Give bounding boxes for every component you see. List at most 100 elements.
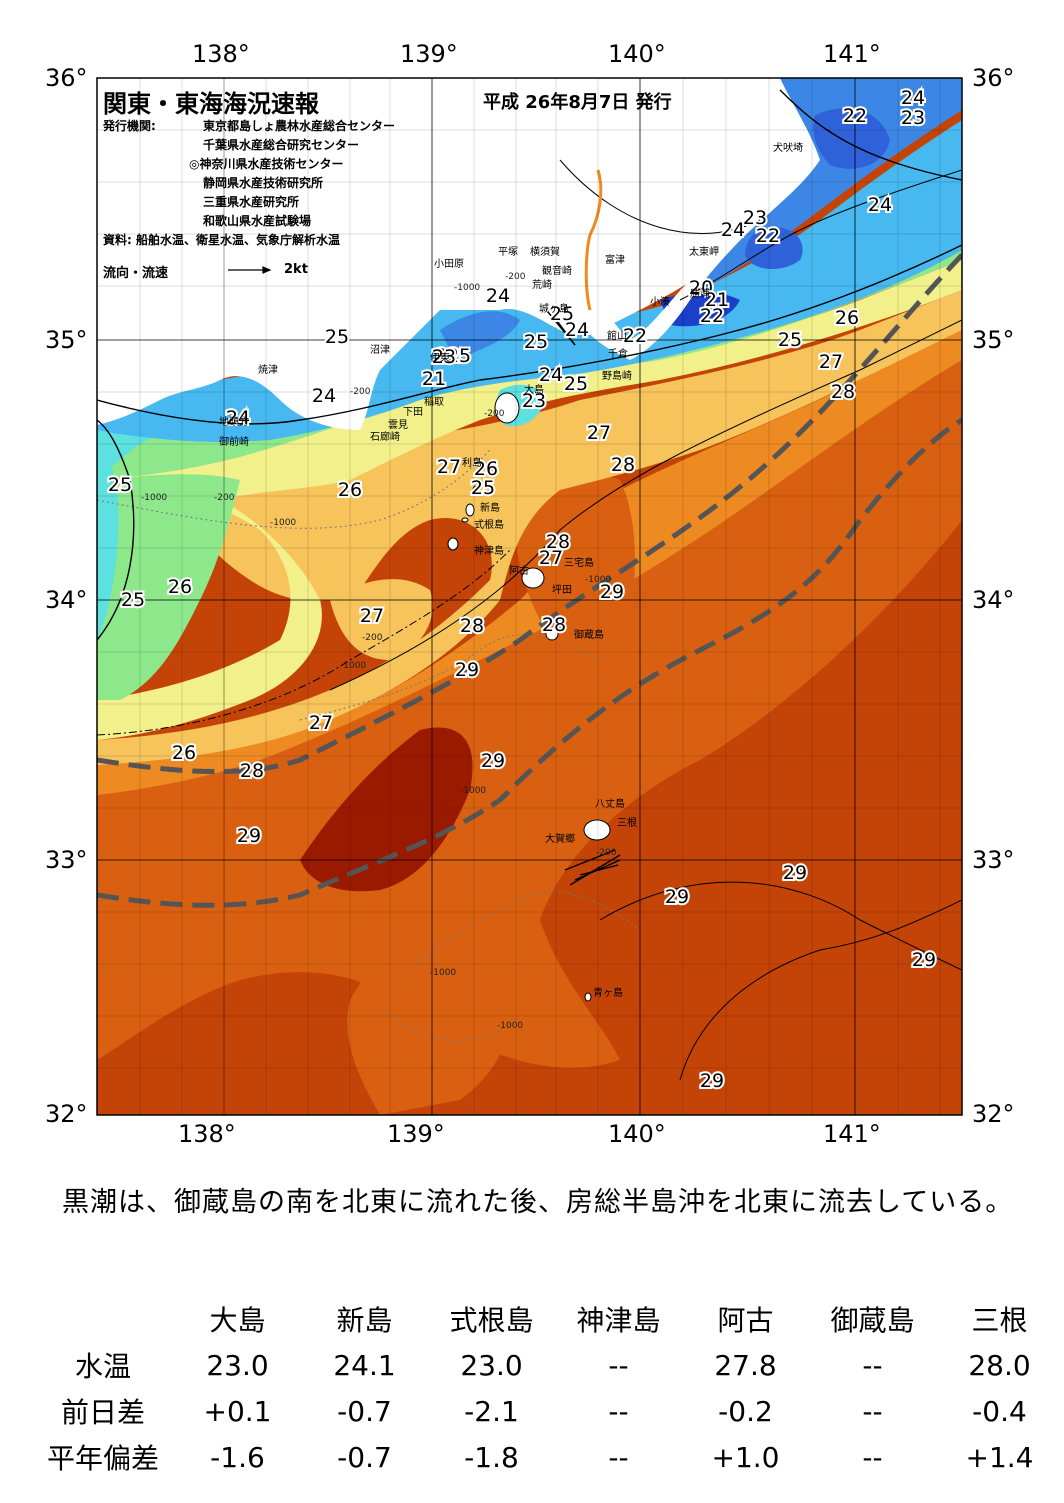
isotherm-label: 26 — [835, 307, 859, 329]
table-cell: -2.1 — [464, 1394, 519, 1428]
table-cell: -0.4 — [972, 1394, 1027, 1428]
place-names: 犬吠埼 平塚 横須賀 観音崎 富津 小田原 荒崎 太東岬 沼津 城ヶ島 小湊 館… — [219, 141, 803, 999]
place-label: 太東岬 — [689, 245, 719, 258]
isotherm-label: 26 — [172, 742, 196, 764]
isotherm-label: 29 — [481, 750, 505, 772]
isotherm-label: 20 — [689, 277, 713, 299]
isotherm-labels: 22 24 23 24 23 24 22 20 21 22 25 26 24 2… — [106, 85, 938, 1094]
agency-name: 三重県水産研究所 — [203, 195, 300, 209]
data-source: 資料: 船舶水温、衛星水温、気象庁解析水温 — [103, 233, 340, 247]
table-cell: -- — [862, 1348, 883, 1382]
table-cell: -- — [608, 1348, 629, 1382]
lon-label-top: 138° — [192, 40, 250, 68]
depth-label: -200 — [505, 272, 526, 282]
isotherm-label: 25 — [325, 326, 349, 348]
table-cell: -- — [862, 1440, 883, 1474]
place-label: 下田 — [403, 407, 423, 418]
lon-label-bottom: 141° — [823, 1120, 881, 1148]
place-label: 平塚 — [498, 246, 518, 258]
isotherm-label: 22 — [756, 225, 780, 247]
depth-label: -1000 — [460, 786, 486, 796]
depth-label: -1000 — [585, 575, 611, 585]
isotherm-label: 26 — [474, 458, 498, 480]
table-header-row: 大島 新島 式根島 神津島 阿古 御蔵島 三根 — [32, 1296, 1063, 1342]
summary-text: 黒潮は、御蔵島の南を北東に流れた後、房総半島沖を北東に流去している。 — [62, 1187, 1014, 1218]
lon-label-top: 141° — [823, 40, 881, 68]
isotherm-label: 24 — [486, 285, 510, 307]
lon-label-bottom: 139° — [387, 1120, 445, 1148]
place-label: 焼津 — [258, 364, 278, 376]
table-cell: -1.8 — [464, 1440, 519, 1474]
isotherm-label: 24 — [901, 87, 925, 109]
place-label: 坪田 — [552, 583, 572, 596]
isotherm-label: 29 — [700, 1070, 724, 1092]
lat-label-left: 33° — [45, 846, 88, 874]
depth-label: -1000 — [497, 1021, 523, 1031]
map-title: 関東・東海海況速報 — [103, 90, 319, 118]
place-label: 御前崎 — [219, 435, 249, 448]
depth-label: -1000 — [430, 968, 456, 978]
isotherm-label: 22 — [700, 305, 724, 327]
isotherm-label: 23 — [901, 107, 925, 129]
isotherm-label: 28 — [542, 614, 566, 636]
place-label: 城ヶ島 — [539, 302, 569, 315]
isotherm-label: 24 — [226, 407, 250, 429]
column-header: 阿古 — [717, 1304, 774, 1337]
column-header: 三根 — [971, 1304, 1028, 1337]
isotherm-label: 27 — [539, 547, 563, 569]
isotherm-label: 25 — [524, 331, 548, 353]
isotherm-label: 24 — [721, 219, 745, 241]
isotherm-label: 26 — [338, 479, 362, 501]
isotherm-label: 29 — [237, 825, 261, 847]
place-label: 御蔵島 — [574, 628, 604, 641]
isotherm-label: 23 — [522, 390, 546, 412]
isotherm-label: 27 — [819, 351, 843, 373]
place-label: 野島崎 — [602, 369, 632, 382]
row-header: 水温 — [74, 1350, 131, 1383]
temperature-field — [97, 78, 962, 1115]
place-label: 式根島 — [474, 518, 504, 531]
column-header: 新島 — [336, 1304, 393, 1337]
agency-label: 発行機関: — [103, 119, 156, 133]
isotherm-label: 24 — [868, 194, 892, 216]
map-frame — [96, 77, 963, 1116]
isotherm-label: 25 — [447, 345, 471, 367]
lat-label-left: 35° — [45, 326, 88, 354]
place-label: 荒崎 — [532, 278, 552, 291]
place-label: 勝浦 — [690, 287, 710, 300]
place-label: 三根 — [617, 816, 637, 829]
agency-name: 東京都島しょ農林水産総合センター — [203, 119, 396, 133]
table-cell: 23.0 — [206, 1348, 269, 1382]
isotherm-label: 26 — [168, 576, 192, 598]
isotherm-label: 25 — [550, 303, 574, 325]
table-cell: 23.0 — [460, 1348, 523, 1382]
place-label: 神津島 — [474, 544, 504, 557]
isotherm-label: 24 — [539, 364, 563, 386]
isotherm-label: 23 — [432, 346, 456, 368]
depth-label: -200 — [350, 387, 371, 397]
flow-legend-label: 流向・流速 — [103, 266, 169, 281]
table-cell: -- — [862, 1394, 883, 1428]
place-label: 利島 — [462, 456, 482, 469]
lat-label-right: 34° — [972, 586, 1015, 614]
depth-label: -1000 — [270, 518, 296, 528]
place-label: 三宅島 — [564, 556, 594, 569]
table-row: 水温 23.0 24.1 23.0 -- 27.8 -- 28.0 — [32, 1342, 1063, 1388]
isotherm-label: 29 — [600, 581, 624, 603]
place-label: 石廊崎 — [370, 430, 400, 443]
place-label: 沼津 — [370, 343, 390, 356]
row-header: 平年偏差 — [46, 1442, 159, 1475]
isotherm-label: 28 — [240, 760, 264, 782]
isotherm-label: 22 — [623, 325, 647, 347]
isotherm-label: 22 — [436, 345, 460, 367]
isotherm-label: 21 — [422, 368, 446, 390]
place-label: 稲取 — [424, 396, 444, 408]
table-cell: +1.0 — [711, 1440, 780, 1474]
table-cell: -1.6 — [210, 1440, 265, 1474]
isotherm-label: 25 — [121, 589, 145, 611]
isotherm-label: 25 — [108, 474, 132, 496]
isotherm-label: 24 — [565, 319, 589, 341]
agency-name: ◎神奈川県水産技術センター — [189, 157, 344, 171]
lon-label-bottom: 138° — [178, 1120, 236, 1148]
place-label: 大賀郷 — [545, 832, 575, 845]
